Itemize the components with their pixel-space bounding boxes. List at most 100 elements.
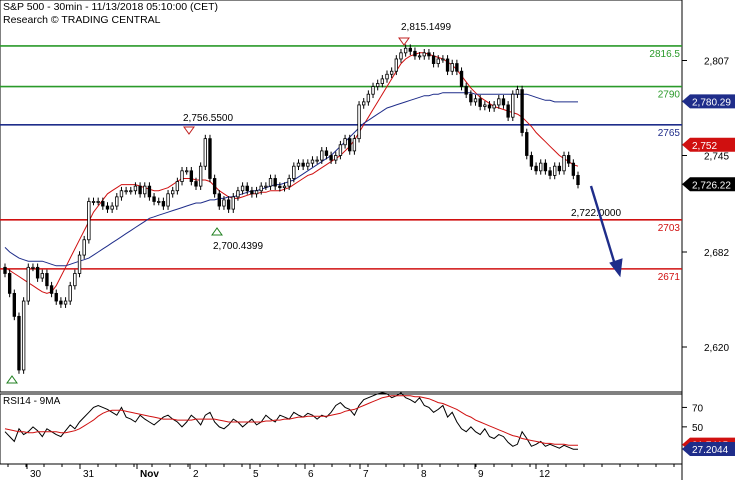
- candle-body: [222, 199, 226, 207]
- candle-body: [306, 162, 310, 167]
- candle-body: [506, 104, 510, 118]
- candle-body: [441, 58, 445, 61]
- candle-body: [161, 201, 166, 207]
- candle-body: [268, 178, 273, 187]
- candle-body: [366, 93, 371, 103]
- candle-body: [87, 201, 91, 241]
- candle-body: [287, 178, 291, 187]
- ma-line-ma-red: [4, 52, 579, 294]
- candle-body: [357, 104, 361, 140]
- time-tick-label: 7: [363, 469, 369, 480]
- candle-body: [138, 185, 142, 195]
- candle-body: [464, 86, 468, 95]
- candle-body: [562, 155, 566, 172]
- candle-body: [371, 86, 375, 95]
- candle-body: [310, 159, 315, 164]
- candle-body: [520, 89, 524, 133]
- candle-body: [254, 190, 259, 195]
- candle-body: [133, 185, 138, 192]
- peak-marker-icon: [398, 37, 410, 46]
- candle-body: [487, 104, 492, 109]
- candle-body: [49, 285, 54, 294]
- candle-body: [91, 201, 96, 203]
- candle-body: [96, 201, 100, 203]
- rsi-axis: 507031.741527.2044: [682, 403, 735, 457]
- candle-body: [31, 266, 35, 269]
- candle-body: [543, 162, 548, 172]
- level-label: 2790: [658, 90, 681, 101]
- ma-line-ma-blue: [4, 92, 578, 267]
- candle-body: [320, 150, 324, 161]
- time-tick-label: 12: [539, 469, 551, 480]
- rsi-tag: [682, 442, 735, 457]
- candle-body: [115, 196, 119, 207]
- candle-body: [296, 162, 301, 167]
- candle-body: [7, 273, 12, 294]
- candle-body: [152, 196, 156, 202]
- candle-body: [63, 300, 68, 305]
- low-marker-icon: [6, 375, 18, 384]
- candle-body: [301, 162, 305, 167]
- main-plot-area: [0, 0, 683, 393]
- candle-body: [571, 162, 576, 176]
- candle-body: [338, 144, 343, 156]
- candle-body: [539, 162, 543, 172]
- candle-body: [40, 273, 44, 279]
- candle-body: [203, 138, 207, 167]
- candle-body: [408, 47, 412, 52]
- candle-body: [352, 138, 357, 152]
- candle-body: [483, 104, 487, 107]
- price-tick-label: 2,620: [704, 343, 729, 354]
- candle-body: [82, 239, 86, 256]
- candle-body: [166, 193, 170, 207]
- candle-body: [292, 165, 296, 179]
- rsi-title: RSI14 - 9MA: [3, 396, 61, 407]
- candle-body: [278, 185, 282, 189]
- candle-body: [343, 138, 347, 146]
- candle-body: [385, 73, 389, 80]
- candle-body: [264, 185, 268, 188]
- price-tag-label: 2,726.22: [692, 180, 731, 191]
- candle-body: [208, 138, 212, 179]
- candle-body: [21, 300, 26, 371]
- candle-body: [511, 93, 515, 118]
- candle-body: [143, 185, 147, 195]
- rsi-tick-label: 50: [692, 423, 704, 434]
- candle-body: [171, 190, 175, 195]
- candle-body: [445, 58, 450, 72]
- candle-body: [129, 190, 133, 193]
- candle-body: [259, 185, 263, 192]
- price-tick-label: 2,682: [704, 248, 729, 259]
- price-tick-label: 2,745: [704, 151, 729, 162]
- candle-body: [515, 89, 520, 95]
- target-label: 2,722.0000: [571, 208, 621, 219]
- chart-source: Research © TRADING CENTRAL: [3, 14, 161, 26]
- candle-body: [324, 150, 329, 156]
- candle-body: [282, 185, 287, 189]
- candle-body: [119, 190, 124, 198]
- price-tag: [682, 177, 735, 192]
- moving-averages: [4, 52, 579, 294]
- candle-body: [389, 70, 394, 75]
- candle-body: [427, 52, 431, 57]
- peak-label-main: 2,815.1499: [401, 22, 451, 33]
- candle-body: [329, 155, 333, 161]
- candle-body: [17, 315, 21, 371]
- time-tick-label: 8: [421, 469, 427, 480]
- candle-body: [469, 93, 473, 103]
- candle-body: [185, 170, 189, 173]
- candles: [3, 44, 580, 374]
- rsi-tag-label: 27.2044: [692, 445, 729, 456]
- candle-body: [529, 155, 534, 167]
- candle-body: [413, 50, 417, 57]
- candle-body: [553, 165, 557, 176]
- level-label: 2816.5: [649, 49, 680, 60]
- candle-body: [250, 190, 254, 195]
- forecast-arrow-line: [589, 185, 618, 269]
- time-tick-label: 31: [83, 469, 95, 480]
- rsi-line-rsi: [4, 392, 578, 450]
- candle-body: [436, 58, 440, 64]
- candle-body: [576, 175, 580, 185]
- candle-body: [492, 104, 496, 109]
